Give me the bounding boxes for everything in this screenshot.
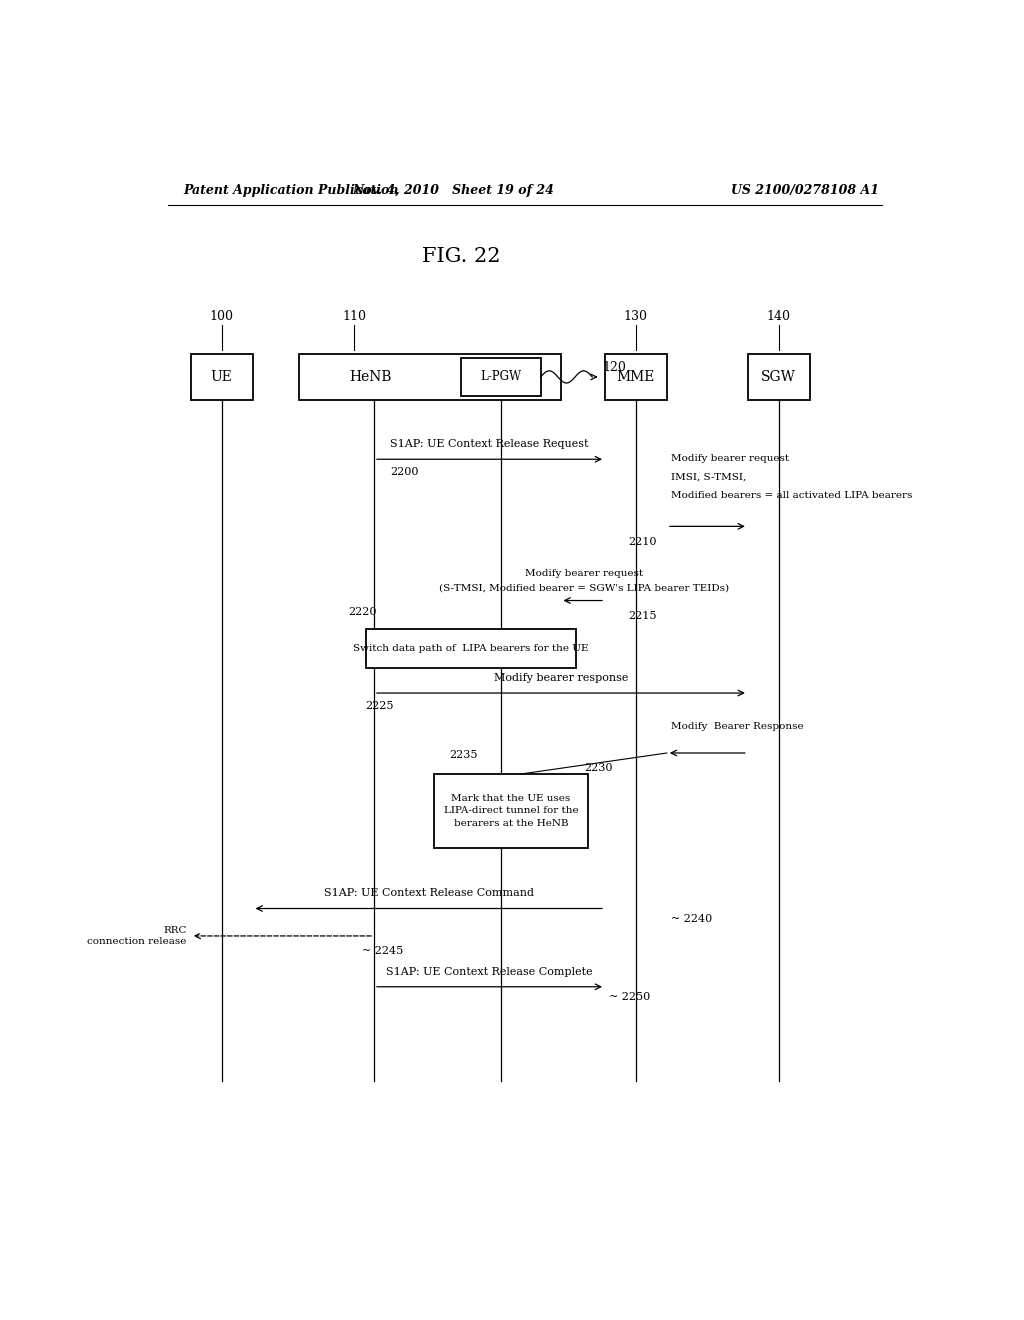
Text: Modify bearer request: Modify bearer request (525, 569, 643, 578)
Text: 2210: 2210 (628, 536, 656, 546)
Text: MME: MME (616, 370, 655, 384)
Text: S1AP: UE Context Release Complete: S1AP: UE Context Release Complete (386, 966, 593, 977)
Text: (S-TMSI, Modified bearer = SGW's LIPA bearer TEIDs): (S-TMSI, Modified bearer = SGW's LIPA be… (439, 583, 729, 593)
Text: ~ 2240: ~ 2240 (671, 913, 712, 924)
Text: Modify bearer response: Modify bearer response (494, 673, 628, 682)
Text: RRC
connection release: RRC connection release (87, 925, 186, 946)
Text: 2230: 2230 (585, 763, 612, 774)
Text: FIG. 22: FIG. 22 (422, 247, 501, 267)
Text: HeNB: HeNB (349, 370, 391, 384)
Bar (367, 630, 577, 668)
Bar (748, 354, 810, 400)
Text: SGW: SGW (761, 370, 797, 384)
Text: Mark that the UE uses
LIPA-direct tunnel for the
berarers at the HeNB: Mark that the UE uses LIPA-direct tunnel… (443, 793, 579, 828)
Text: 110: 110 (342, 310, 367, 323)
Text: 120: 120 (602, 360, 627, 374)
Text: 2235: 2235 (450, 750, 478, 760)
Text: Modify  Bearer Response: Modify Bearer Response (671, 722, 804, 731)
Text: Modify bearer request: Modify bearer request (671, 454, 788, 463)
Text: 100: 100 (210, 310, 233, 323)
Text: L-PGW: L-PGW (480, 371, 521, 383)
Text: 2225: 2225 (366, 701, 394, 711)
Text: S1AP: UE Context Release Request: S1AP: UE Context Release Request (390, 440, 589, 449)
Text: Patent Application Publication: Patent Application Publication (183, 185, 399, 198)
Text: 2200: 2200 (390, 467, 419, 478)
Text: 130: 130 (624, 310, 648, 323)
Text: 2215: 2215 (628, 611, 656, 620)
Text: ~ 2250: ~ 2250 (609, 991, 650, 1002)
Bar (299, 354, 560, 400)
Bar (190, 354, 253, 400)
Text: 140: 140 (767, 310, 791, 323)
Bar (461, 358, 541, 396)
Text: UE: UE (211, 370, 232, 384)
Text: IMSI, S-TMSI,: IMSI, S-TMSI, (671, 473, 746, 482)
Text: Switch data path of  LIPA bearers for the UE: Switch data path of LIPA bearers for the… (353, 644, 589, 653)
Bar (605, 354, 667, 400)
Text: Nov. 4, 2010   Sheet 19 of 24: Nov. 4, 2010 Sheet 19 of 24 (352, 185, 554, 198)
Text: ~ 2245: ~ 2245 (362, 946, 403, 956)
Text: 2220: 2220 (348, 607, 377, 616)
Bar (433, 775, 588, 847)
Text: Modified bearers = all activated LIPA bearers: Modified bearers = all activated LIPA be… (671, 491, 912, 500)
Text: US 2100/0278108 A1: US 2100/0278108 A1 (731, 185, 880, 198)
Text: S1AP: UE Context Release Command: S1AP: UE Context Release Command (324, 888, 534, 899)
